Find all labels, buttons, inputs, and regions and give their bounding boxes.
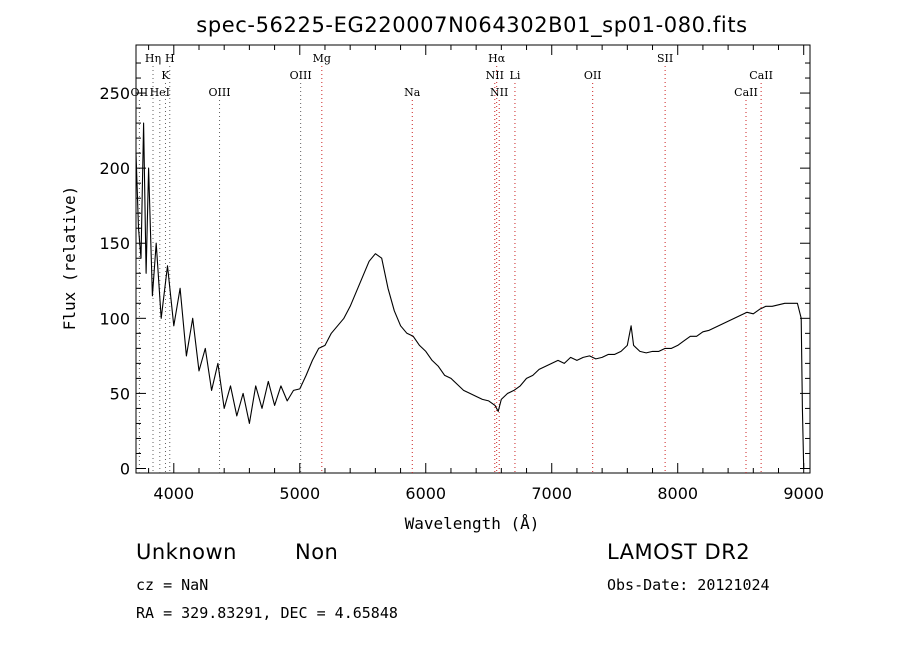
x-tick-label: 8000 [657,484,698,503]
line-marker-label: K [161,69,170,82]
line-marker-label: OII [131,86,149,99]
obs-date-label: Obs-Date: 20121024 [607,576,770,594]
survey-label: LAMOST DR2 [607,540,751,564]
x-tick-label: 7000 [531,484,572,503]
class-label: Unknown [136,540,237,564]
x-axis-label: Wavelength (Å) [405,514,540,533]
y-tick-label: 150 [99,234,130,253]
plot-frame [135,44,811,474]
line-marker-label: NII [486,69,504,82]
y-tick-label: 50 [110,384,130,403]
series-group [135,122,805,469]
line-marker-label: Hα [488,52,506,65]
line-marker-label: NII [490,86,508,99]
line-marker-label: Na [404,86,421,99]
line-marker-label: HeI [150,86,170,99]
spectrum-line [135,122,805,469]
x-tick-label: 9000 [783,484,824,503]
x-tick-label: 5000 [279,484,320,503]
line-marker-label: OIII [290,69,312,82]
y-tick-label: 100 [99,309,130,328]
chart-title: spec-56225-EG220007N064302B01_sp01-080.f… [196,13,747,38]
x-tick-label: 6000 [405,484,446,503]
y-tick-label: 200 [99,159,130,178]
line-marker-label: OIII [208,86,230,99]
line-marker-label: Hη [145,52,161,65]
line-marker-label: OII [584,69,602,82]
line-marker-label: Mg [313,52,331,65]
cz-label: cz = NaN [136,576,209,594]
line-marker-label: SII [657,52,673,65]
line-marker-label: CaII [749,69,773,82]
line-marker-label: H [165,52,175,65]
axes: 4000 5000 6000 7000 8000 9000 0 50 100 150 200 250 [99,45,824,503]
y-tick-label: 250 [99,84,130,103]
line-marker-label: CaII [734,86,758,99]
y-tick-label: 0 [120,459,130,478]
subclass-label: Non [295,540,339,564]
radec-label: RA = 329.83291, DEC = 4.65848 [136,604,398,622]
y-axis-label: Flux (relative) [60,186,79,331]
x-tick-label: 4000 [153,484,194,503]
line-marker-label: Li [510,69,521,82]
